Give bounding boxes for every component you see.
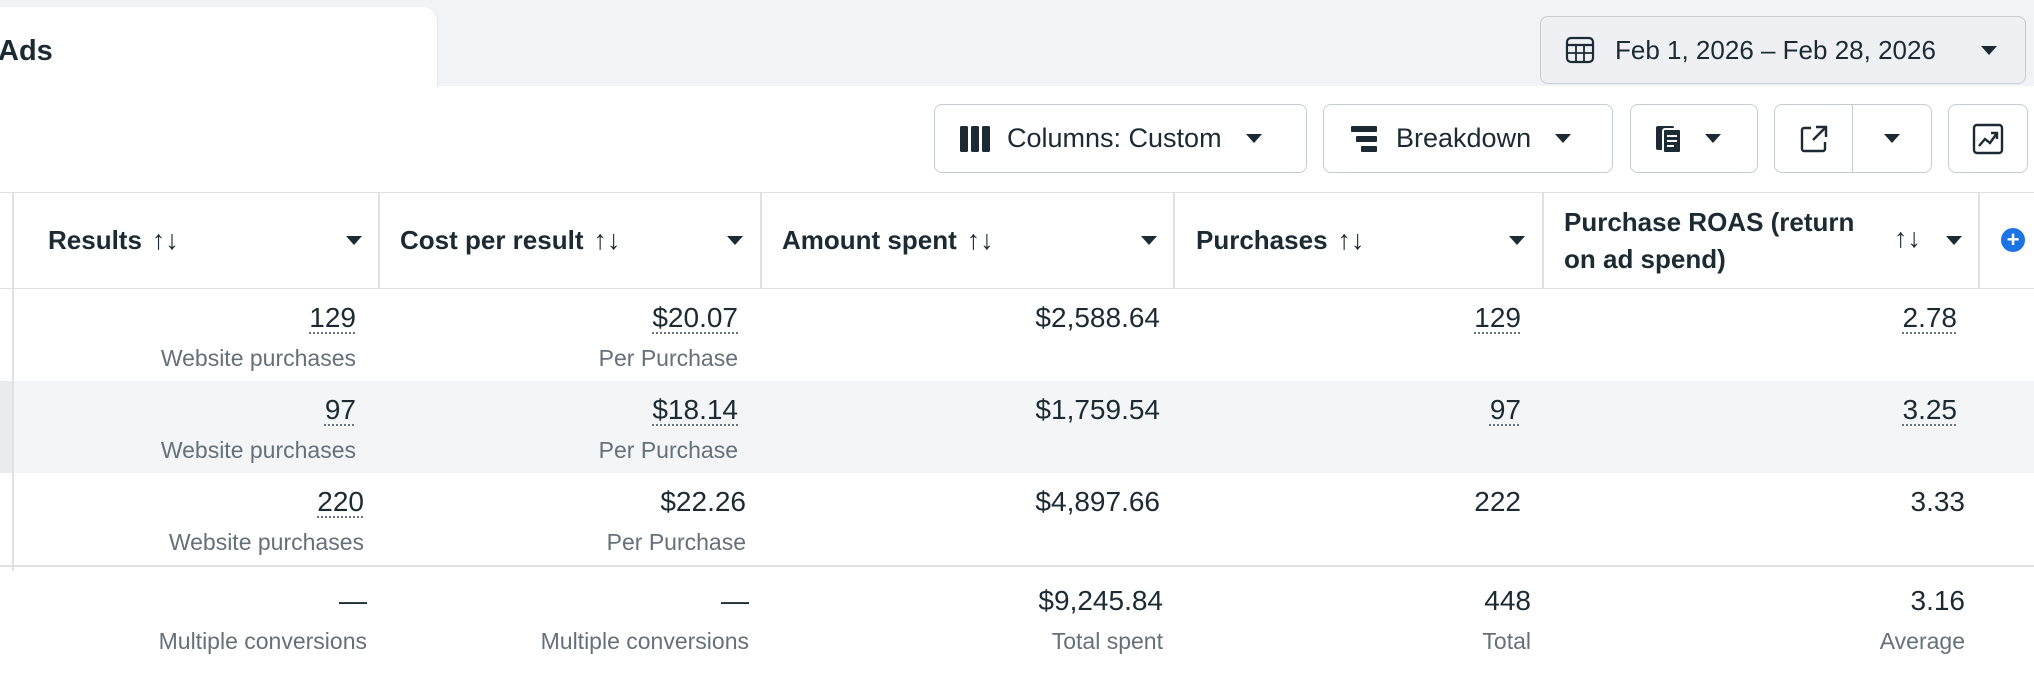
sort-icon[interactable]: ↑↓ xyxy=(1894,223,1921,253)
roas-value[interactable]: 3.25 xyxy=(1902,394,1958,425)
chevron-down-icon xyxy=(1245,134,1262,143)
column-menu-icon[interactable] xyxy=(1141,236,1157,245)
header-line: on ad spend) xyxy=(1564,243,1726,274)
amount-spent-value: $2,588.64 xyxy=(1035,302,1160,333)
sort-icon[interactable]: ↑↓ xyxy=(151,225,179,255)
column-header-results[interactable]: Results ↑↓ xyxy=(48,192,179,289)
column-divider xyxy=(12,289,14,571)
amount-spent-value: $1,759.54 xyxy=(1035,394,1160,425)
column-divider xyxy=(378,192,380,289)
column-header-label: Cost per result xyxy=(400,225,584,255)
total-cost-value: — xyxy=(721,585,749,616)
sort-icon[interactable]: ↑↓ xyxy=(1337,225,1365,255)
export-button[interactable] xyxy=(1775,105,1853,172)
chevron-down-icon xyxy=(1884,134,1900,143)
row-gutter xyxy=(0,381,12,473)
calendar-icon xyxy=(1565,36,1595,64)
chevron-down-icon xyxy=(1555,134,1572,143)
amount-spent-value: $4,897.66 xyxy=(1035,486,1160,517)
column-divider xyxy=(1978,192,1980,289)
sort-icon[interactable]: ↑↓ xyxy=(593,225,621,255)
tab-label: Ads xyxy=(0,35,53,67)
column-header-label: Purchases xyxy=(1196,225,1328,255)
cost-per-result-type: Per Purchase xyxy=(598,437,738,463)
column-divider xyxy=(760,192,762,289)
totals-divider xyxy=(0,565,2034,567)
sort-icon[interactable]: ↑↓ xyxy=(966,225,994,255)
column-menu-icon[interactable] xyxy=(1509,236,1525,245)
chevron-down-icon xyxy=(1981,46,1997,55)
column-header-label: Results xyxy=(48,225,142,255)
results-value[interactable]: 97 xyxy=(324,394,356,425)
average-roas-label: Average xyxy=(1879,628,1965,654)
column-menu-icon[interactable] xyxy=(346,236,362,245)
purchases-value: 222 xyxy=(1474,486,1521,517)
date-range-picker[interactable]: Feb 1, 2026 – Feb 28, 2026 xyxy=(1540,16,2026,84)
columns-label: Columns: Custom xyxy=(1007,123,1222,153)
purchases-value[interactable]: 97 xyxy=(1489,394,1521,425)
results-type: Website purchases xyxy=(168,529,364,555)
charts-button[interactable] xyxy=(1948,104,2028,173)
cost-per-result-value[interactable]: $18.14 xyxy=(652,394,738,425)
total-cost-label: Multiple conversions xyxy=(540,628,749,654)
column-header-label: Amount spent xyxy=(782,225,957,255)
cost-per-result-value: $22.26 xyxy=(660,486,746,517)
reports-button[interactable] xyxy=(1630,104,1758,173)
total-spent-label: Total spent xyxy=(1051,628,1163,654)
table-row-highlight xyxy=(0,381,2034,473)
column-divider xyxy=(12,192,14,289)
column-header-label: Purchase ROAS (return on ad spend) xyxy=(1564,204,1854,278)
roas-value: 3.33 xyxy=(1910,486,1966,517)
columns-button[interactable]: Columns: Custom xyxy=(934,104,1307,173)
results-value[interactable]: 220 xyxy=(317,486,364,517)
breakdown-label: Breakdown xyxy=(1396,123,1532,153)
results-type: Website purchases xyxy=(160,437,356,463)
column-divider xyxy=(1542,192,1544,289)
cost-per-result-type: Per Purchase xyxy=(598,345,738,371)
column-menu-icon[interactable] xyxy=(727,236,743,245)
total-results-label: Multiple conversions xyxy=(158,628,367,654)
results-value[interactable]: 129 xyxy=(309,302,356,333)
average-roas-value: 3.16 xyxy=(1910,585,1966,616)
total-purchases-value: 448 xyxy=(1484,585,1531,616)
trend-chart-icon xyxy=(1972,123,2004,154)
total-results-value: — xyxy=(339,585,367,616)
column-header-purchases[interactable]: Purchases ↑↓ xyxy=(1196,192,1365,289)
cost-per-result-type: Per Purchase xyxy=(606,529,746,555)
breakdown-button[interactable]: Breakdown xyxy=(1323,104,1613,173)
table-header xyxy=(0,192,2034,289)
purchases-value[interactable]: 129 xyxy=(1474,302,1521,333)
header-line: Purchase ROAS (return xyxy=(1564,206,1855,237)
columns-icon xyxy=(960,125,990,152)
column-divider xyxy=(1173,192,1175,289)
column-header-amount-spent[interactable]: Amount spent ↑↓ xyxy=(782,192,994,289)
reports-icon xyxy=(1656,125,1682,154)
column-menu-icon[interactable] xyxy=(1946,236,1962,245)
share-icon xyxy=(1800,125,1827,152)
date-range-label: Feb 1, 2026 – Feb 28, 2026 xyxy=(1615,34,1936,65)
breakdown-icon xyxy=(1351,125,1377,152)
ads-tab[interactable]: Ads xyxy=(0,7,437,87)
add-column-icon[interactable]: + xyxy=(2001,228,2025,252)
total-spent-value: $9,245.84 xyxy=(1038,585,1163,616)
export-options-button[interactable] xyxy=(1853,105,1931,172)
chevron-down-icon xyxy=(1705,134,1721,143)
column-header-cost-per-result[interactable]: Cost per result ↑↓ xyxy=(400,192,621,289)
results-type: Website purchases xyxy=(160,345,356,371)
cost-per-result-value[interactable]: $20.07 xyxy=(652,302,738,333)
export-button-group xyxy=(1774,104,1932,173)
total-purchases-label: Total xyxy=(1482,628,1531,654)
roas-value[interactable]: 2.78 xyxy=(1902,302,1958,333)
column-header-purchase-roas[interactable]: Purchase ROAS (return on ad spend) xyxy=(1564,192,1854,289)
